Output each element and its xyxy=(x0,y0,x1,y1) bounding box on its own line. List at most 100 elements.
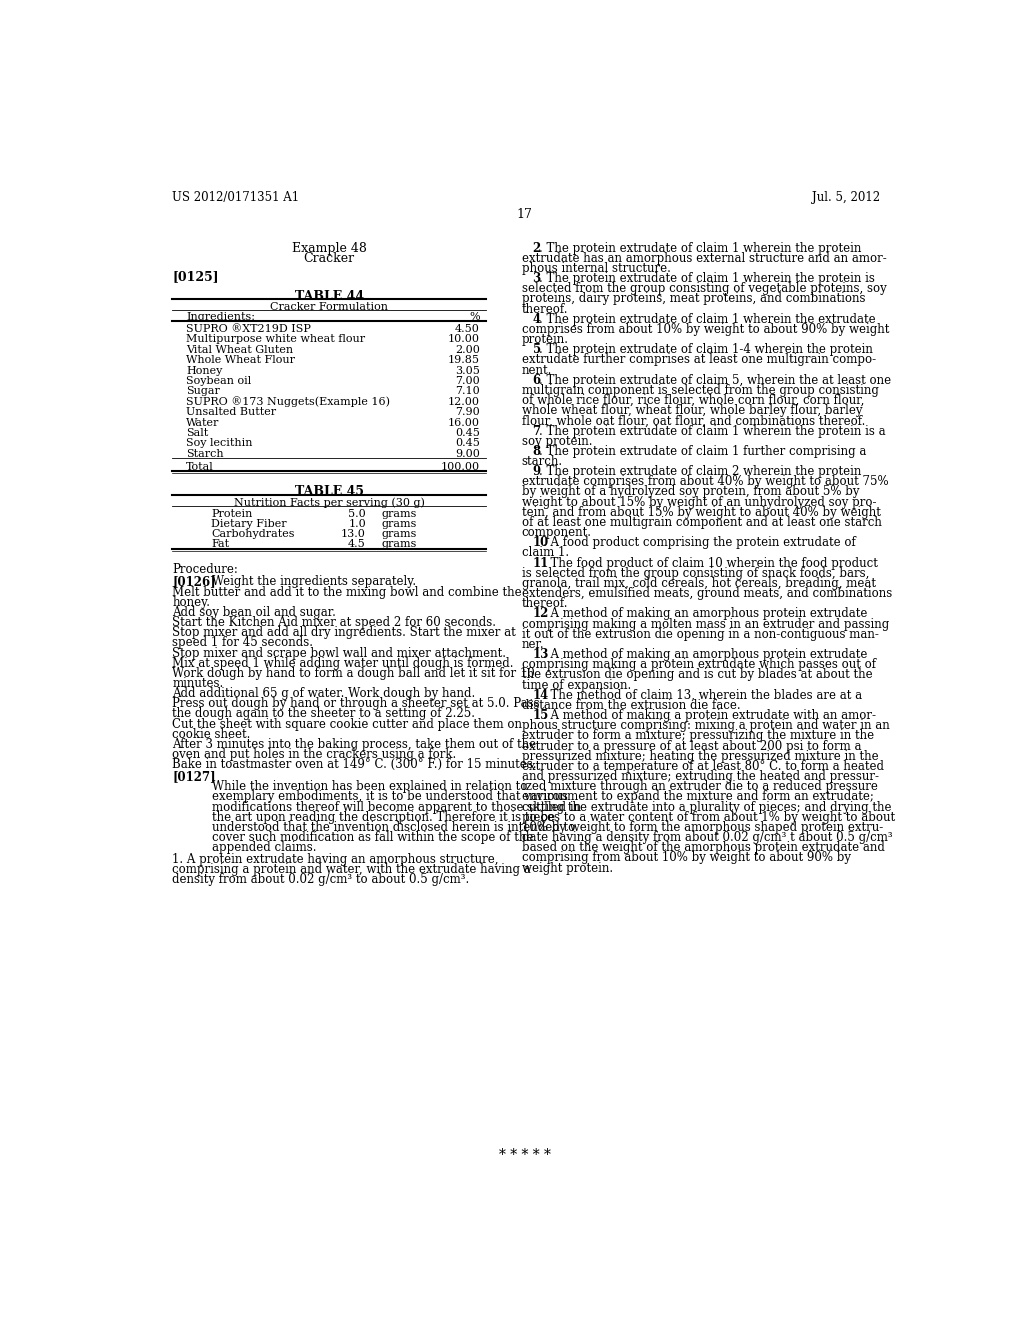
Text: Unsalted Butter: Unsalted Butter xyxy=(186,407,276,417)
Text: minutes.: minutes. xyxy=(172,677,223,690)
Text: of at least one multigrain component and at least one starch: of at least one multigrain component and… xyxy=(521,516,882,529)
Text: environment to expand the mixture and form an extrudate;: environment to expand the mixture and fo… xyxy=(521,791,873,804)
Text: of whole rice flour, rice flour, whole corn flour, corn flour,: of whole rice flour, rice flour, whole c… xyxy=(521,393,864,407)
Text: 5.0: 5.0 xyxy=(348,510,366,519)
Text: extruder to a pressure of at least about 200 psi to form a: extruder to a pressure of at least about… xyxy=(521,739,861,752)
Text: claim 1.: claim 1. xyxy=(521,546,568,560)
Text: SUPRO ®173 Nuggets(Example 16): SUPRO ®173 Nuggets(Example 16) xyxy=(186,397,390,408)
Text: 13.0: 13.0 xyxy=(341,529,366,539)
Text: . A method of making a protein extrudate with an amor-: . A method of making a protein extrudate… xyxy=(543,709,876,722)
Text: Example 48: Example 48 xyxy=(292,242,367,255)
Text: . The protein extrudate of claim 1 wherein the protein is: . The protein extrudate of claim 1 where… xyxy=(540,272,876,285)
Text: extenders, emulsified meats, ground meats, and combinations: extenders, emulsified meats, ground meat… xyxy=(521,587,892,601)
Text: 7: 7 xyxy=(532,425,541,437)
Text: thereof.: thereof. xyxy=(521,597,568,610)
Text: . The protein extrudate of claim 1 wherein the protein is a: . The protein extrudate of claim 1 where… xyxy=(540,425,886,437)
Text: weight protein.: weight protein. xyxy=(521,862,612,875)
Text: Water: Water xyxy=(186,417,219,428)
Text: Ingredients:: Ingredients: xyxy=(186,313,255,322)
Text: . The protein extrudate of claim 5, wherein the at least one: . The protein extrudate of claim 5, wher… xyxy=(540,374,891,387)
Text: pressurized mixture; heating the pressurized mixture in the: pressurized mixture; heating the pressur… xyxy=(521,750,879,763)
Text: the art upon reading the description. Therefore it is to be: the art upon reading the description. Th… xyxy=(212,810,555,824)
Text: . The protein extrudate of claim 1-4 wherein the protein: . The protein extrudate of claim 1-4 whe… xyxy=(540,343,873,356)
Text: . A method of making an amorphous protein extrudate: . A method of making an amorphous protei… xyxy=(543,648,867,661)
Text: SUPRO ®XT219D ISP: SUPRO ®XT219D ISP xyxy=(186,323,311,334)
Text: component.: component. xyxy=(521,527,592,539)
Text: comprising from about 10% by weight to about 90% by: comprising from about 10% by weight to a… xyxy=(521,851,851,865)
Text: . The protein extrudate of claim 2 wherein the protein: . The protein extrudate of claim 2 where… xyxy=(540,465,861,478)
Text: modifications thereof will become apparent to those skilled in: modifications thereof will become appare… xyxy=(212,800,582,813)
Text: While the invention has been explained in relation to: While the invention has been explained i… xyxy=(212,780,527,793)
Text: granola, trail mix, cold cereals, hot cereals, breading, meat: granola, trail mix, cold cereals, hot ce… xyxy=(521,577,876,590)
Text: . The method of claim 13, wherein the blades are at a: . The method of claim 13, wherein the bl… xyxy=(543,689,862,702)
Text: Salt: Salt xyxy=(186,428,208,438)
Text: TABLE 44: TABLE 44 xyxy=(295,290,364,304)
Text: phous internal structure.: phous internal structure. xyxy=(521,261,671,275)
Text: 12: 12 xyxy=(532,607,549,620)
Text: it out of the extrusion die opening in a non-contiguous man-: it out of the extrusion die opening in a… xyxy=(521,628,879,640)
Text: starch.: starch. xyxy=(521,455,563,469)
Text: exemplary embodiments, it is to be understood that various: exemplary embodiments, it is to be under… xyxy=(212,791,568,804)
Text: phous structure comprising: mixing a protein and water in an: phous structure comprising: mixing a pro… xyxy=(521,719,890,733)
Text: Cut the sheet with square cookie cutter and place them on: Cut the sheet with square cookie cutter … xyxy=(172,718,522,731)
Text: 2.00: 2.00 xyxy=(455,345,480,355)
Text: Add additional 65 g of water. Work dough by hand.: Add additional 65 g of water. Work dough… xyxy=(172,688,475,700)
Text: US 2012/0171351 A1: US 2012/0171351 A1 xyxy=(172,191,299,203)
Text: 1.0: 1.0 xyxy=(348,519,366,529)
Text: [0126]: [0126] xyxy=(172,576,216,589)
Text: protein.: protein. xyxy=(521,333,568,346)
Text: multigrain component is selected from the group consisting: multigrain component is selected from th… xyxy=(521,384,879,397)
Text: appended claims.: appended claims. xyxy=(212,841,317,854)
Text: Add soy bean oil and sugar.: Add soy bean oil and sugar. xyxy=(172,606,336,619)
Text: extrudate further comprises at least one multigrain compo-: extrudate further comprises at least one… xyxy=(521,354,876,367)
Text: 4.50: 4.50 xyxy=(455,323,480,334)
Text: distance from the extrusion die face.: distance from the extrusion die face. xyxy=(521,700,740,711)
Text: density from about 0.02 g/cm³ to about 0.5 g/cm³.: density from about 0.02 g/cm³ to about 0… xyxy=(172,874,469,886)
Text: Nutrition Facts per serving (30 g): Nutrition Facts per serving (30 g) xyxy=(233,498,425,508)
Text: %: % xyxy=(469,313,480,322)
Text: Fat: Fat xyxy=(211,539,229,549)
Text: Sugar: Sugar xyxy=(186,387,220,396)
Text: Vital Wheat Gluten: Vital Wheat Gluten xyxy=(186,345,293,355)
Text: 3.05: 3.05 xyxy=(455,366,480,375)
Text: extrudate has an amorphous external structure and an amor-: extrudate has an amorphous external stru… xyxy=(521,252,887,265)
Text: pieces to a water content of from about 1% by weight to about: pieces to a water content of from about … xyxy=(521,810,895,824)
Text: 10.00: 10.00 xyxy=(447,334,480,345)
Text: Cracker Formulation: Cracker Formulation xyxy=(270,302,388,312)
Text: 9: 9 xyxy=(532,465,541,478)
Text: Soybean oil: Soybean oil xyxy=(186,376,251,385)
Text: 0.45: 0.45 xyxy=(455,428,480,438)
Text: 7.90: 7.90 xyxy=(455,407,480,417)
Text: honey.: honey. xyxy=(172,595,210,609)
Text: Start the Kitchen Aid mixer at speed 2 for 60 seconds.: Start the Kitchen Aid mixer at speed 2 f… xyxy=(172,616,497,630)
Text: . The food product of claim 10 wherein the food product: . The food product of claim 10 wherein t… xyxy=(543,557,878,570)
Text: Soy lecithin: Soy lecithin xyxy=(186,438,253,449)
Text: 14: 14 xyxy=(532,689,549,702)
Text: tein, and from about 15% by weight to about 40% by weight: tein, and from about 15% by weight to ab… xyxy=(521,506,881,519)
Text: 9.00: 9.00 xyxy=(455,449,480,458)
Text: nent.: nent. xyxy=(521,363,552,376)
Text: comprises from about 10% by weight to about 90% by weight: comprises from about 10% by weight to ab… xyxy=(521,323,889,335)
Text: 10: 10 xyxy=(532,536,549,549)
Text: grams: grams xyxy=(381,519,417,529)
Text: grams: grams xyxy=(381,529,417,539)
Text: based on the weight of the amorphous protein extrudate and: based on the weight of the amorphous pro… xyxy=(521,841,885,854)
Text: 7.10: 7.10 xyxy=(455,387,480,396)
Text: 16.00: 16.00 xyxy=(447,417,480,428)
Text: 7.00: 7.00 xyxy=(455,376,480,385)
Text: whole wheat flour, wheat flour, whole barley flour, barley: whole wheat flour, wheat flour, whole ba… xyxy=(521,404,862,417)
Text: cookie sheet.: cookie sheet. xyxy=(172,727,251,741)
Text: . The protein extrudate of claim 1 further comprising a: . The protein extrudate of claim 1 furth… xyxy=(540,445,866,458)
Text: Press out dough by hand or through a sheeter set at 5.0. Pass: Press out dough by hand or through a she… xyxy=(172,697,540,710)
Text: comprising making a molten mass in an extruder and passing: comprising making a molten mass in an ex… xyxy=(521,618,889,631)
Text: oven and put holes in the crackers using a fork.: oven and put holes in the crackers using… xyxy=(172,748,457,762)
Text: 13: 13 xyxy=(532,648,549,661)
Text: Whole Wheat Flour: Whole Wheat Flour xyxy=(186,355,295,366)
Text: Stop mixer and add all dry ingredients. Start the mixer at: Stop mixer and add all dry ingredients. … xyxy=(172,626,516,639)
Text: the extrusion die opening and is cut by blades at about the: the extrusion die opening and is cut by … xyxy=(521,668,872,681)
Text: TABLE 45: TABLE 45 xyxy=(295,486,364,498)
Text: grams: grams xyxy=(381,510,417,519)
Text: speed 1 for 45 seconds.: speed 1 for 45 seconds. xyxy=(172,636,313,649)
Text: Melt butter and add it to the mixing bowl and combine the: Melt butter and add it to the mixing bow… xyxy=(172,586,522,598)
Text: Total: Total xyxy=(186,462,214,473)
